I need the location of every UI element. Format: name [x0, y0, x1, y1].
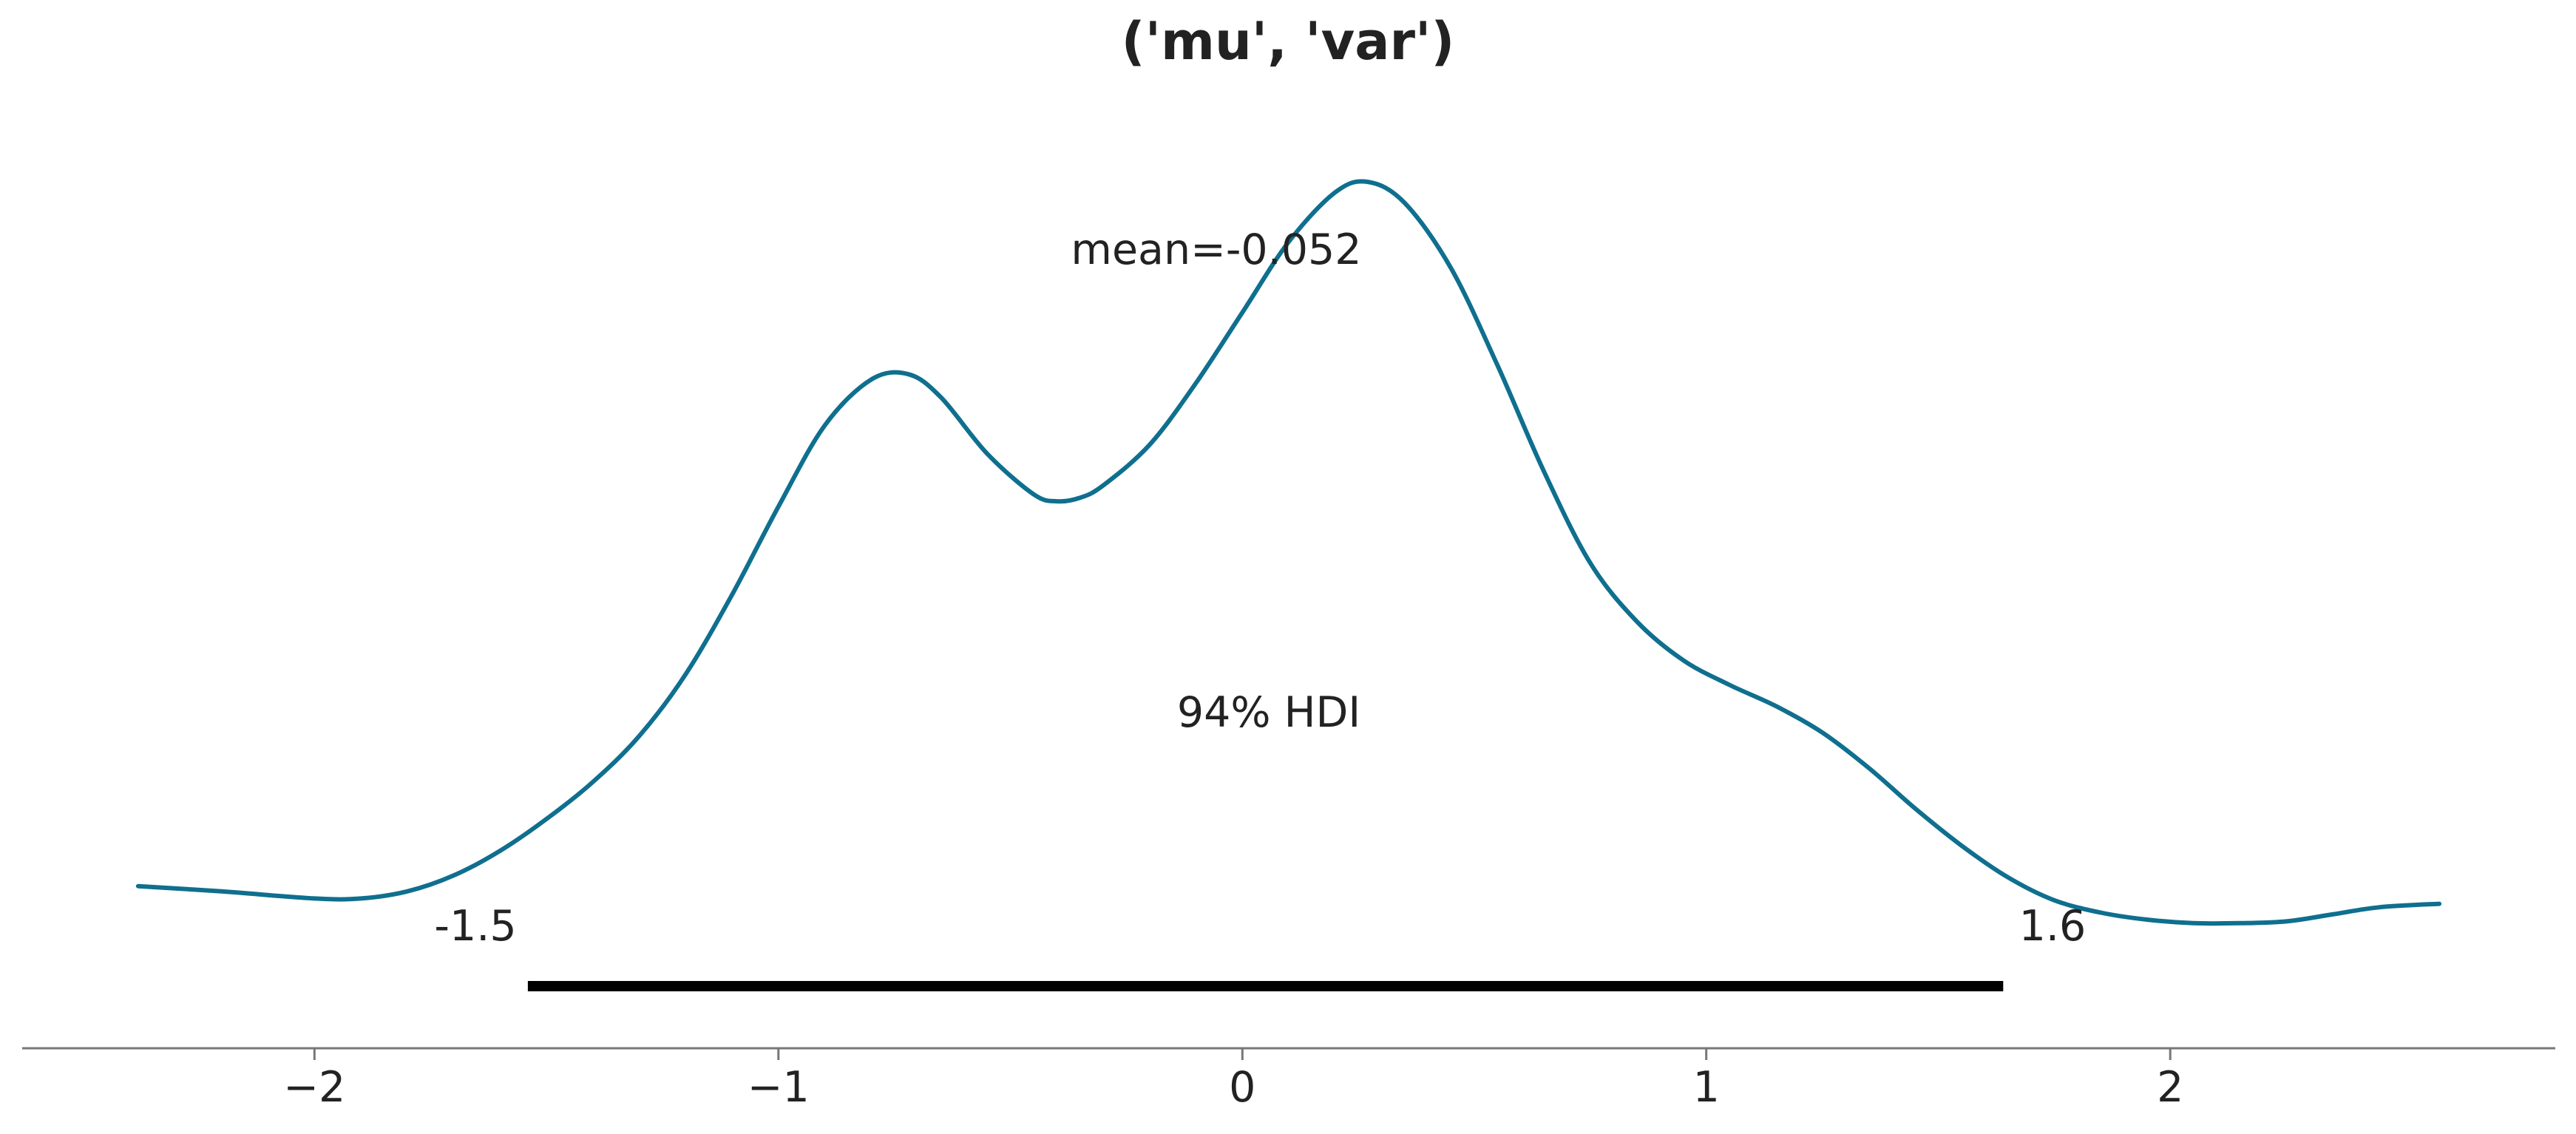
x-tick-label: 0 — [1229, 1063, 1255, 1112]
hdi-upper-label: 1.6 — [2019, 902, 2087, 951]
hdi-label: 94% HDI — [1177, 688, 1360, 737]
mean-annotation: mean=-0.052 — [1071, 225, 1361, 274]
x-tick-label: −2 — [283, 1063, 345, 1112]
x-tick-label: 1 — [1693, 1063, 1720, 1112]
x-tick-label: 2 — [2157, 1063, 2183, 1112]
hdi-lower-label: -1.5 — [434, 902, 516, 951]
density-curve-0 — [135, 179, 2442, 926]
plot-area: −2 −1 0 1 2 — [22, 179, 2555, 1112]
x-tick-label: −1 — [748, 1063, 810, 1112]
chart-title: ('mu', 'var') — [1122, 11, 1455, 72]
